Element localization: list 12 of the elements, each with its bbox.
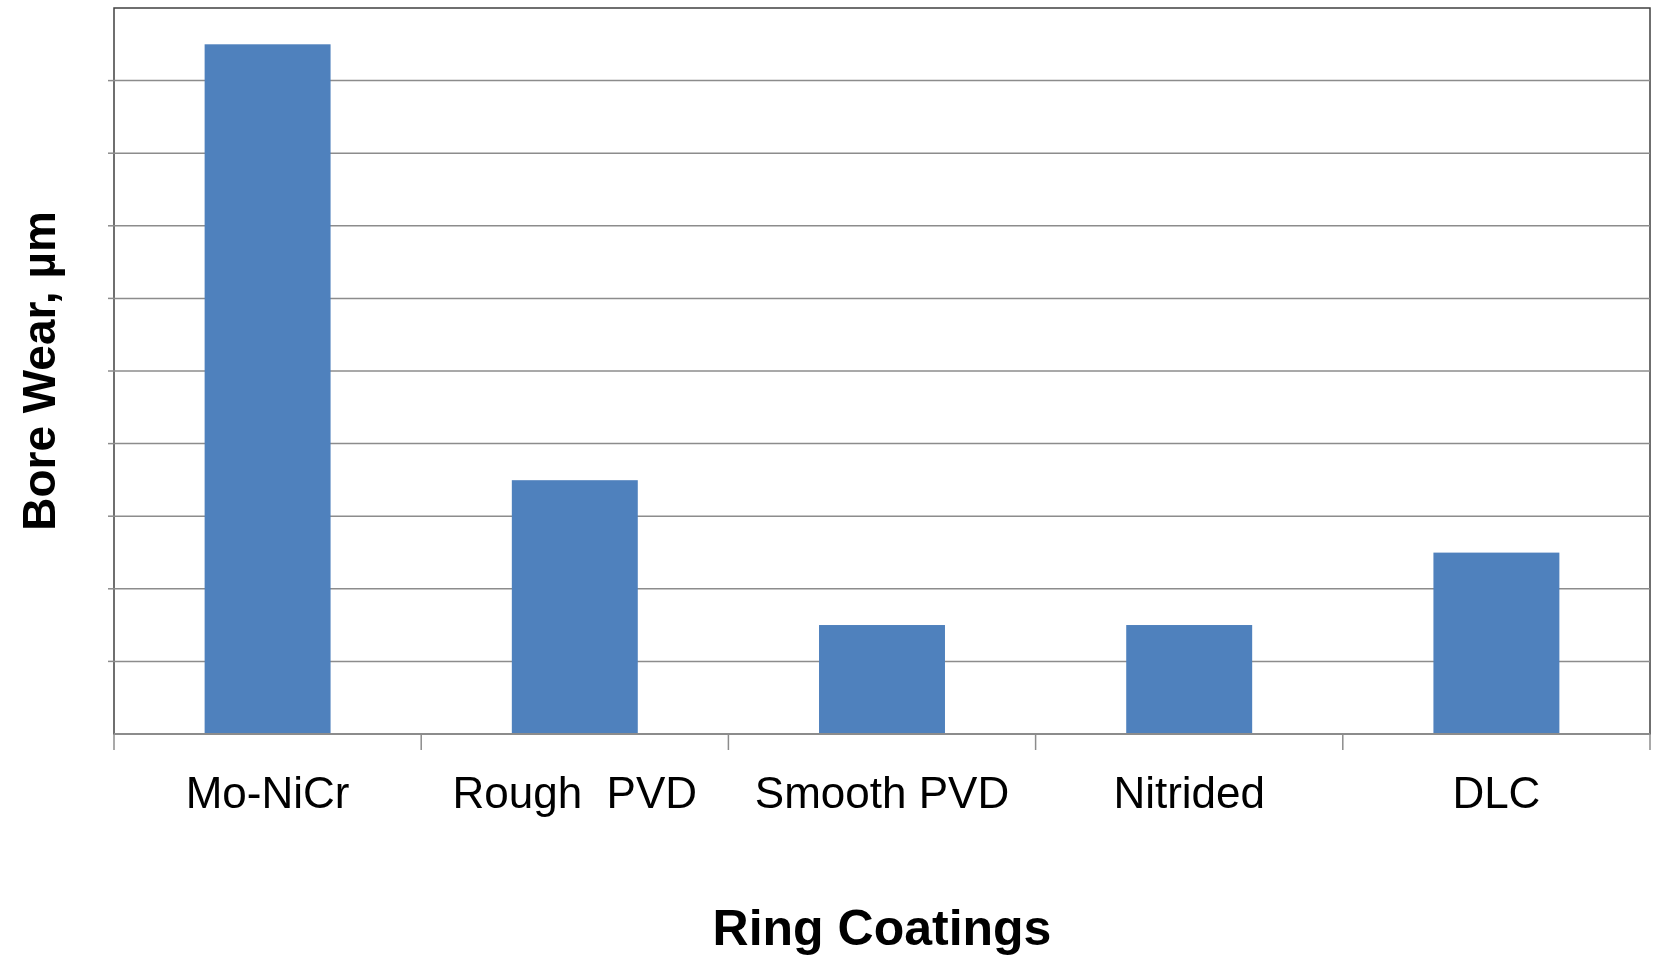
x-tick-label: Rough PVD xyxy=(452,768,698,817)
bar xyxy=(1433,552,1560,734)
y-axis-title: Bore Wear, µm xyxy=(13,211,65,531)
bar xyxy=(819,625,945,734)
x-axis-title: Ring Coatings xyxy=(712,900,1052,956)
bar xyxy=(511,480,638,734)
bar xyxy=(1126,625,1253,734)
x-tick-label: Mo-NiCr xyxy=(185,768,350,817)
x-tick-label: DLC xyxy=(1452,768,1541,817)
x-tick-label: Smooth PVD xyxy=(754,768,1010,817)
bar xyxy=(204,44,331,734)
x-tick-label: Nitrided xyxy=(1113,768,1266,817)
